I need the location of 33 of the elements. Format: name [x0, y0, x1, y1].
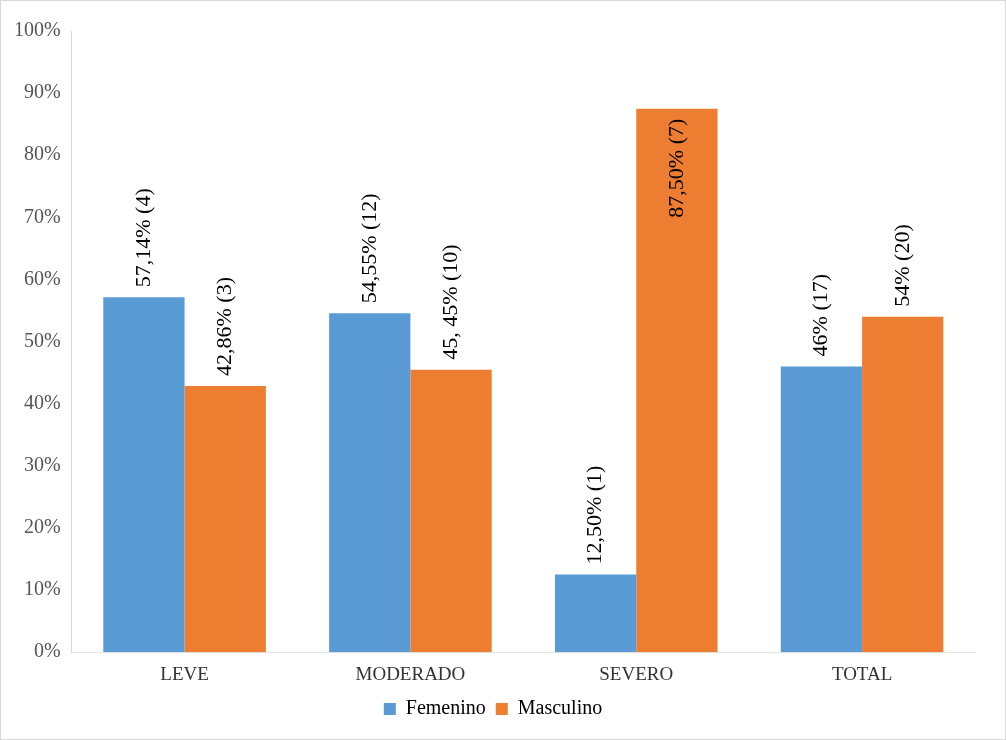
- bar: [554, 574, 637, 653]
- y-tick-label: 10%: [23, 577, 61, 600]
- y-tick-label: 0%: [33, 639, 61, 662]
- bar: [103, 297, 185, 653]
- y-tick-label: 40%: [23, 390, 61, 413]
- legend-label: Masculino: [517, 696, 603, 719]
- y-tick-label: 100%: [13, 18, 61, 41]
- x-tick-label: SEVERO: [599, 662, 674, 684]
- y-tick-label: 80%: [23, 142, 61, 165]
- data-label: 54% (20): [888, 224, 914, 307]
- data-label: 57,14% (4): [129, 188, 155, 288]
- y-tick-label: 30%: [23, 453, 61, 476]
- bar: [636, 108, 718, 653]
- legend-label: Femenino: [405, 696, 486, 719]
- data-label: 42,86% (3): [211, 276, 237, 376]
- x-tick-label: LEVE: [160, 662, 209, 684]
- y-tick-label: 60%: [23, 266, 61, 289]
- bar: [329, 313, 411, 653]
- y-tick-label: 90%: [23, 80, 61, 103]
- y-tick-label: 70%: [23, 204, 61, 227]
- data-label: 12,50% (1): [581, 465, 607, 565]
- data-label: 54,55% (12): [355, 193, 381, 304]
- x-tick-label: MODERADO: [355, 662, 466, 684]
- data-label: 46% (17): [807, 273, 833, 357]
- data-label: 87,50% (7): [662, 118, 688, 218]
- bar: [184, 385, 266, 653]
- bar: [862, 316, 944, 653]
- y-tick-label: 20%: [23, 515, 61, 538]
- bar: [410, 369, 492, 653]
- data-label: 45, 45% (10): [436, 244, 462, 360]
- x-tick-label: TOTAL: [831, 662, 893, 684]
- bar: [780, 366, 863, 653]
- y-tick-label: 50%: [23, 328, 61, 351]
